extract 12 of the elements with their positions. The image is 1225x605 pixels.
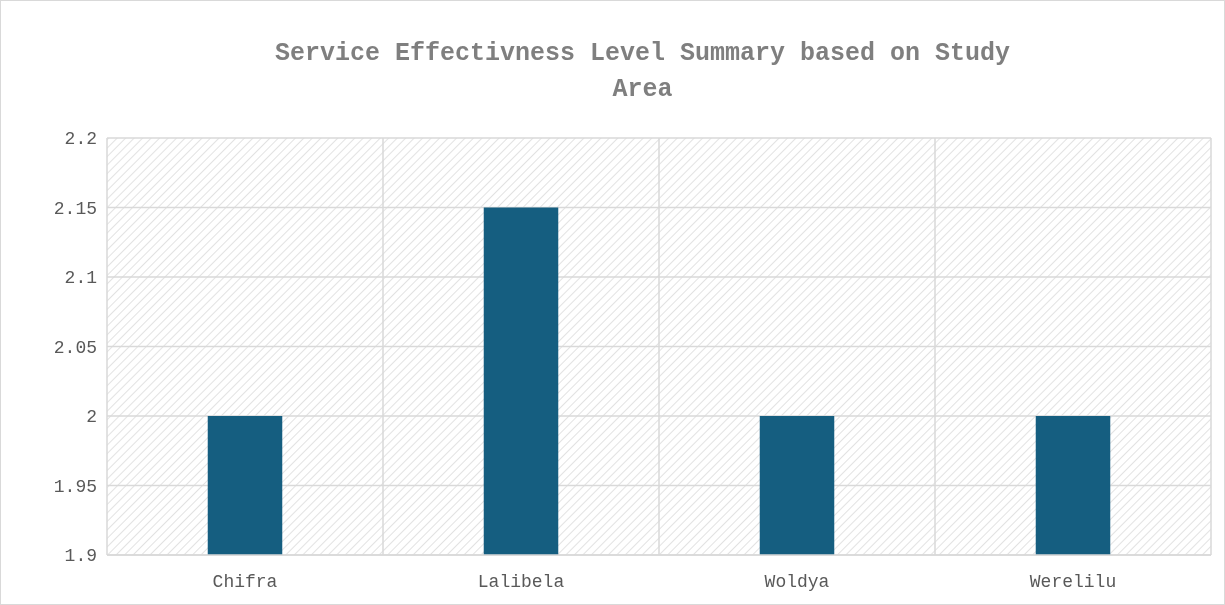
x-tick-label: Lalibela — [477, 572, 565, 592]
y-tick-label: 2.05 — [53, 337, 97, 358]
chart-title: Service Effectivness Level Summary based on Study Area — [274, 39, 1011, 104]
y-tick-label: 1.95 — [53, 476, 97, 497]
y-tick-label: 2.1 — [64, 268, 97, 289]
x-tick-label: Chifra — [212, 572, 278, 592]
y-tick-label: 1.9 — [64, 546, 97, 567]
y-tick-label: 2.2 — [64, 129, 97, 150]
x-tick-label: Woldya — [764, 572, 830, 592]
x-tick-label: Werelilu — [1029, 572, 1117, 592]
y-tick-label: 2 — [86, 407, 97, 428]
y-tick-label: 2.15 — [53, 198, 97, 219]
